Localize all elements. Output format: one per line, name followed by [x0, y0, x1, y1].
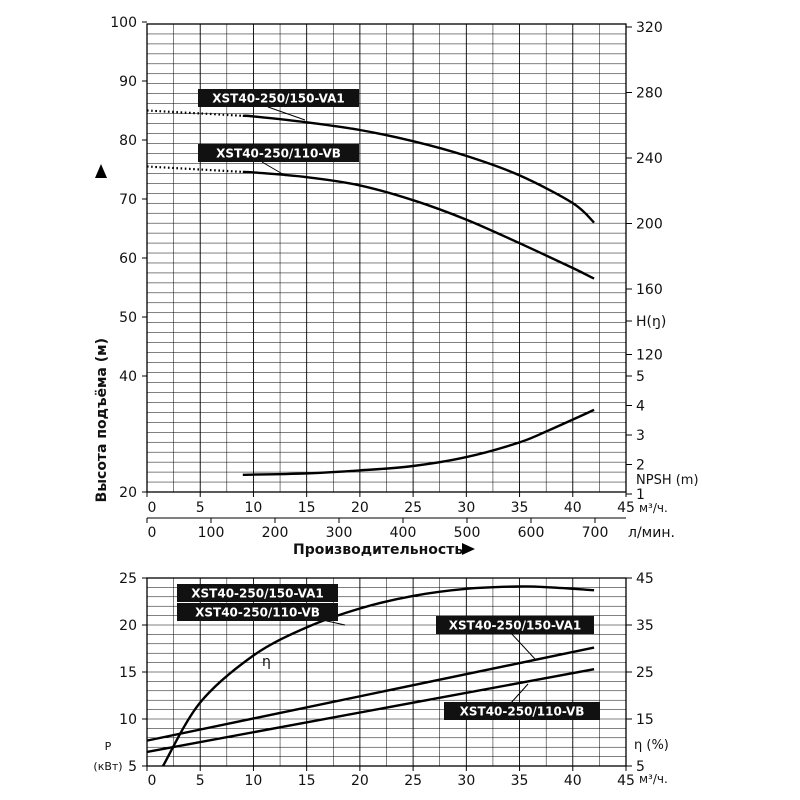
npsh-tick-label: 2 [636, 458, 645, 474]
right-head-tick-label: 280 [636, 86, 663, 102]
series-label-va1: XST40-250/150-VA1 [449, 619, 581, 633]
right-head-tick-label: 120 [636, 348, 663, 364]
x-tick-label: 15 [298, 500, 316, 516]
series-label-vb: XST40-250/110-VB [460, 705, 585, 719]
npsh-tick-label: 4 [636, 399, 645, 415]
right-tick-label: 15 [636, 712, 654, 728]
x-tick-label: 20 [351, 500, 369, 516]
npsh-tick-label: 5 [636, 369, 645, 385]
y-tick-label: 90 [119, 74, 137, 90]
y-tick-label: 15 [119, 665, 137, 681]
x-axis-title: Производительность [293, 542, 463, 558]
x2-tick-label: 700 [582, 525, 609, 541]
npsh-tick-label: 3 [636, 428, 645, 444]
right-tick-label: 5 [636, 759, 645, 775]
label-leader-va1 [267, 106, 306, 121]
x-tick-label: 40 [564, 773, 582, 789]
x-tick-label: 20 [351, 773, 369, 789]
right-head-axis-label: H(ŋ) [636, 314, 666, 330]
combined-label-vb-box [177, 603, 338, 621]
y-axis-arrow-icon [95, 164, 107, 178]
right-head-tick-label: 320 [636, 20, 663, 36]
x-unit-secondary: л/мин. [628, 525, 675, 541]
eta-label: η [262, 654, 271, 670]
x2-tick-label: 100 [198, 525, 225, 541]
series-2-curve [146, 668, 595, 754]
x2-tick-label: 300 [326, 525, 353, 541]
x-tick-label: 15 [298, 773, 316, 789]
y-tick-label: 70 [119, 192, 137, 208]
y-tick-label: 80 [119, 133, 137, 149]
x-tick-label: 5 [196, 773, 205, 789]
x-tick-label: 5 [196, 500, 205, 516]
label-leader-vb [261, 161, 287, 177]
right-tick-label: 35 [636, 618, 654, 634]
y-tick-label: 60 [119, 251, 137, 267]
x-tick-label: 0 [148, 773, 157, 789]
y-tick-label: 40 [119, 369, 137, 385]
series-label-va1-box [198, 89, 359, 107]
x-tick-label: 30 [457, 500, 475, 516]
x-tick-label: 10 [245, 773, 263, 789]
series-label-va1: XST40-250/150-VA1 [212, 92, 344, 106]
x2-tick-label: 0 [148, 525, 157, 541]
npsh-axis-label: NPSH (m) [636, 473, 699, 488]
x-tick-label: 35 [511, 500, 529, 516]
series-1-dotted [146, 165, 243, 173]
y-tick-label: 5 [128, 759, 137, 775]
series-label-vb-box [198, 144, 359, 162]
series-label-va1-box [436, 616, 594, 634]
y-axis-label-line2: (кВт) [93, 760, 122, 773]
y-tick-label: 100 [110, 15, 137, 31]
x-tick-label: 0 [148, 500, 157, 516]
y-tick-label: 25 [119, 571, 137, 587]
series-label-vb-box [444, 702, 600, 720]
x-axis-arrow-icon [462, 543, 475, 555]
combined-label-va1: XST40-250/150-VA1 [191, 587, 323, 601]
combined-label-va1-box [177, 584, 338, 602]
x-tick-label: 25 [404, 500, 422, 516]
y-tick-label: 20 [119, 618, 137, 634]
x-tick-label: 30 [457, 773, 475, 789]
series-1-curve [146, 646, 595, 742]
y-tick-label: 10 [119, 712, 137, 728]
label-leader-va1 [509, 631, 536, 660]
right-head-tick-label: 160 [636, 282, 663, 298]
x2-tick-label: 400 [390, 525, 417, 541]
x-tick-label: 35 [511, 773, 529, 789]
x2-tick-label: 600 [518, 525, 545, 541]
label-leader-vb [509, 683, 529, 705]
series-1-curve [242, 170, 595, 280]
series-0-dotted [146, 109, 243, 117]
y-tick-label: 50 [119, 310, 137, 326]
x2-tick-label: 500 [454, 525, 481, 541]
x-unit: м³/ч. [639, 772, 668, 786]
x-unit-primary: м³/ч. [639, 501, 668, 515]
right-head-tick-label: 240 [636, 151, 663, 167]
npsh-tick-label: 1 [636, 487, 645, 503]
x-tick-label: 10 [245, 500, 263, 516]
right-tick-label: 45 [636, 571, 654, 587]
right-tick-label: 25 [636, 665, 654, 681]
x2-tick-label: 200 [262, 525, 289, 541]
series-label-vb: XST40-250/110-VB [216, 147, 341, 161]
series-0-curve [161, 585, 595, 767]
y-axis-title: Высота подъёма (м) [94, 338, 110, 502]
series-2-curve [242, 408, 595, 476]
x-tick-label: 40 [564, 500, 582, 516]
y-axis-label-line1: P [105, 740, 112, 753]
x-tick-label: 25 [404, 773, 422, 789]
combined-label-vb: XST40-250/110-VB [195, 606, 320, 620]
x-tick-label: 45 [617, 773, 635, 789]
right-head-tick-label: 200 [636, 217, 663, 233]
series-0-curve [242, 114, 595, 224]
head-chart: 20405060708090100120160200240280320H(ŋ)1… [94, 15, 699, 558]
y-tick-label: 20 [119, 485, 137, 501]
x-tick-label: 45 [617, 500, 635, 516]
right-axis-label: η (%) [634, 738, 669, 753]
